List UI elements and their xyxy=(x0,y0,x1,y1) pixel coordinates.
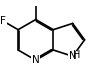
Text: N: N xyxy=(69,51,76,61)
Text: F: F xyxy=(0,16,6,26)
Text: H: H xyxy=(73,50,81,60)
Text: N: N xyxy=(32,55,40,65)
